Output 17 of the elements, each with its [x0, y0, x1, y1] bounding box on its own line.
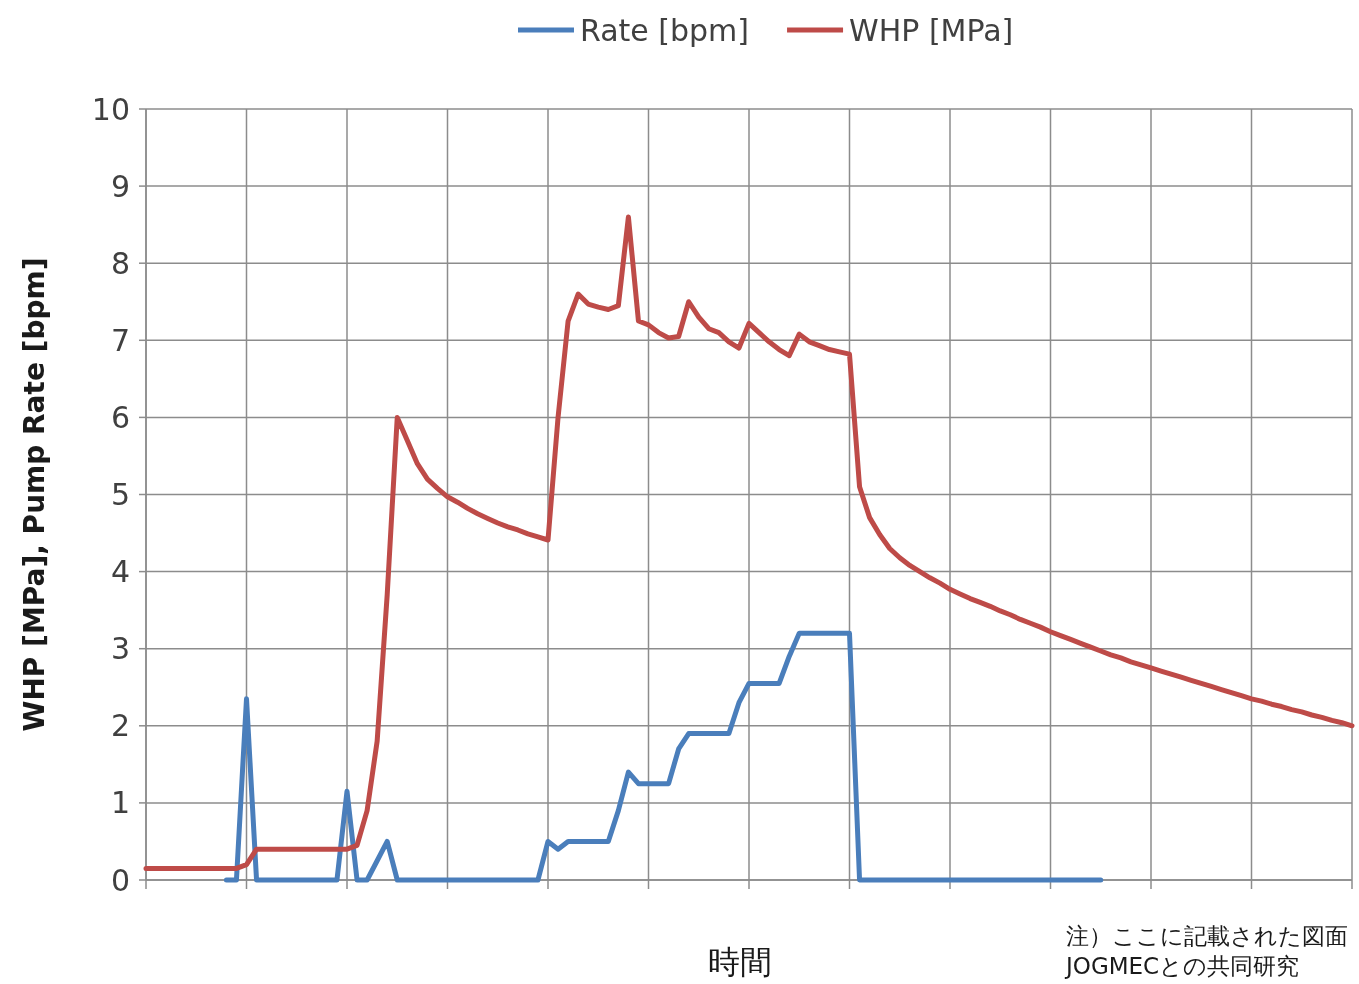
y-tick-label: 10: [91, 91, 130, 127]
y-tick-label: 6: [110, 399, 130, 435]
y-tick-label: 0: [110, 862, 130, 898]
legend-label: Rate [bpm]: [580, 12, 750, 48]
text: JOGMECとの共同研究: [1064, 953, 1300, 979]
y-tick-label: 4: [110, 554, 130, 590]
y-axis-title: WHP [MPa], Pump Rate [bpm]: [17, 257, 51, 732]
y-tick-label: 9: [110, 168, 130, 204]
y-tick-label: 1: [110, 785, 130, 821]
y-tick-label: 2: [110, 708, 130, 744]
x-axis-title: 時間: [708, 943, 772, 981]
legend-label: WHP [MPa]: [849, 12, 1014, 48]
text: 注）ここに記載された図面: [1066, 923, 1348, 949]
y-tick-label: 7: [110, 322, 130, 358]
y-tick-label: 3: [110, 631, 130, 667]
y-tick-label: 8: [110, 245, 130, 281]
y-tick-label: 5: [110, 477, 130, 512]
